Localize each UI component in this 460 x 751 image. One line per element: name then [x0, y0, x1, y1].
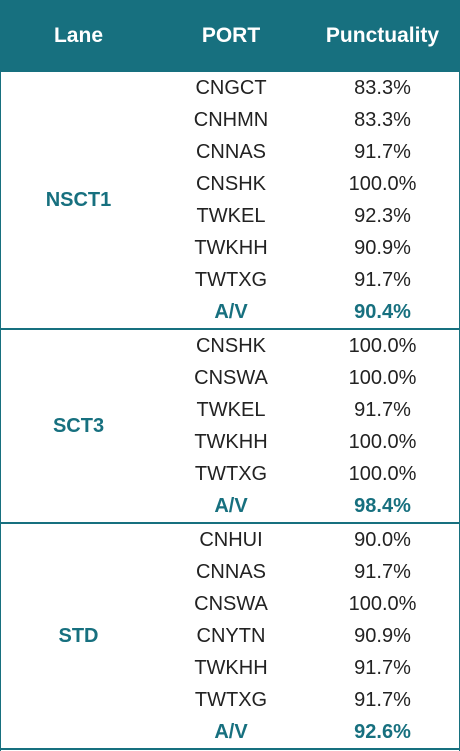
- average-value: 98.4%: [354, 494, 411, 517]
- punctuality-cell: 100.0%: [348, 334, 417, 357]
- port-cell: CNHMN: [193, 108, 269, 131]
- port-cell: TWTXG: [194, 688, 268, 711]
- punctuality-cell: 90.9%: [354, 236, 411, 259]
- port-row: TWTXG 91.7%: [156, 684, 459, 716]
- port-row: TWKHH 91.7%: [156, 652, 459, 684]
- port-cell: CNYTN: [196, 624, 266, 647]
- header-cell: Punctuality: [325, 24, 440, 47]
- punctuality-cell: 91.7%: [354, 398, 411, 421]
- port-cell: TWKHH: [194, 236, 268, 259]
- punctuality-cell: 92.3%: [354, 204, 411, 227]
- port-cell: CNGCT: [195, 76, 267, 99]
- average-row: A/V 92.6%: [156, 716, 459, 748]
- port-cell: TWTXG: [194, 462, 268, 485]
- port-cell: CNNAS: [195, 560, 266, 583]
- port-row: CNSHK 100.0%: [156, 168, 459, 200]
- port-cell: TWKHH: [194, 430, 268, 453]
- port-row: CNYTN 90.9%: [156, 620, 459, 652]
- punctuality-cell: 83.3%: [354, 108, 411, 131]
- port-row: CNHMN 83.3%: [156, 104, 459, 136]
- header-cell: PORT: [201, 24, 261, 47]
- punctuality-cell: 83.3%: [354, 76, 411, 99]
- punctuality-cell: 91.7%: [354, 688, 411, 711]
- port-row: TWTXG 91.7%: [156, 264, 459, 296]
- group-rows: CNSHK 100.0% CNSWA 100.0% TWKEL 91.7% TWKHH 100…: [156, 330, 459, 522]
- punctuality-cell: 100.0%: [348, 172, 417, 195]
- port-row: CNNAS 91.7%: [156, 556, 459, 588]
- punctuality-cell: 100.0%: [348, 592, 417, 615]
- lane-cell: STD: [58, 624, 99, 647]
- average-value: 90.4%: [354, 300, 411, 323]
- port-row: TWKHH 90.9%: [156, 232, 459, 264]
- punctuality-cell: 100.0%: [348, 366, 417, 389]
- punctuality-cell: 90.9%: [354, 624, 411, 647]
- port-cell: CNSHK: [195, 172, 266, 195]
- port-row: TWTXG 100.0%: [156, 458, 459, 490]
- port-cell: CNSWA: [194, 592, 268, 615]
- average-row: A/V 98.4%: [156, 490, 459, 522]
- punctuality-cell: 100.0%: [348, 430, 417, 453]
- average-row: A/V 90.4%: [156, 296, 459, 328]
- port-cell: CNSWA: [194, 366, 268, 389]
- lane-group: STD CNHUI 90.0% CNNAS 91.7% CNSWA 100.0% CNYTN 9…: [1, 524, 459, 750]
- port-cell: CNNAS: [195, 140, 266, 163]
- port-row: TWKEL 91.7%: [156, 394, 459, 426]
- punctuality-cell: 91.7%: [354, 140, 411, 163]
- lane-group: NSCT1 CNGCT 83.3% CNHMN 83.3% CNNAS 91.7% CNSHK…: [1, 72, 459, 330]
- lane-cell: SCT3: [52, 414, 105, 437]
- header-cell: Lane: [53, 24, 103, 47]
- average-value: 92.6%: [354, 720, 411, 743]
- port-cell: CNSHK: [195, 334, 266, 357]
- punctuality-cell: 100.0%: [348, 462, 417, 485]
- group-rows: CNHUI 90.0% CNNAS 91.7% CNSWA 100.0% CNYTN 90.9…: [156, 524, 459, 748]
- port-row: CNHUI 90.0%: [156, 524, 459, 556]
- punctuality-cell: 91.7%: [354, 560, 411, 583]
- lane-group: SCT3 CNSHK 100.0% CNSWA 100.0% TWKEL 91.7% TWKH…: [1, 330, 459, 524]
- port-cell: TWTXG: [194, 268, 268, 291]
- average-label: A/V: [214, 300, 248, 323]
- port-row: CNNAS 91.7%: [156, 136, 459, 168]
- header-row: Lane PORT Punctuality: [1, 0, 459, 72]
- port-cell: TWKHH: [194, 656, 268, 679]
- port-row: CNSWA 100.0%: [156, 588, 459, 620]
- lane-cell: NSCT1: [45, 188, 112, 211]
- port-row: CNSWA 100.0%: [156, 362, 459, 394]
- port-row: TWKHH 100.0%: [156, 426, 459, 458]
- average-label: A/V: [214, 720, 248, 743]
- port-cell: TWKEL: [196, 204, 266, 227]
- port-row: CNGCT 83.3%: [156, 72, 459, 104]
- average-label: A/V: [214, 494, 248, 517]
- port-cell: TWKEL: [196, 398, 266, 421]
- port-cell: CNHUI: [199, 528, 263, 551]
- punctuality-cell: 91.7%: [354, 656, 411, 679]
- table-body: NSCT1 CNGCT 83.3% CNHMN 83.3% CNNAS 91.7% CNSHK…: [1, 72, 459, 750]
- group-rows: CNGCT 83.3% CNHMN 83.3% CNNAS 91.7% CNSHK 100.0…: [156, 72, 459, 328]
- port-row: CNSHK 100.0%: [156, 330, 459, 362]
- punctuality-cell: 90.0%: [354, 528, 411, 551]
- punctuality-cell: 91.7%: [354, 268, 411, 291]
- port-row: TWKEL 92.3%: [156, 200, 459, 232]
